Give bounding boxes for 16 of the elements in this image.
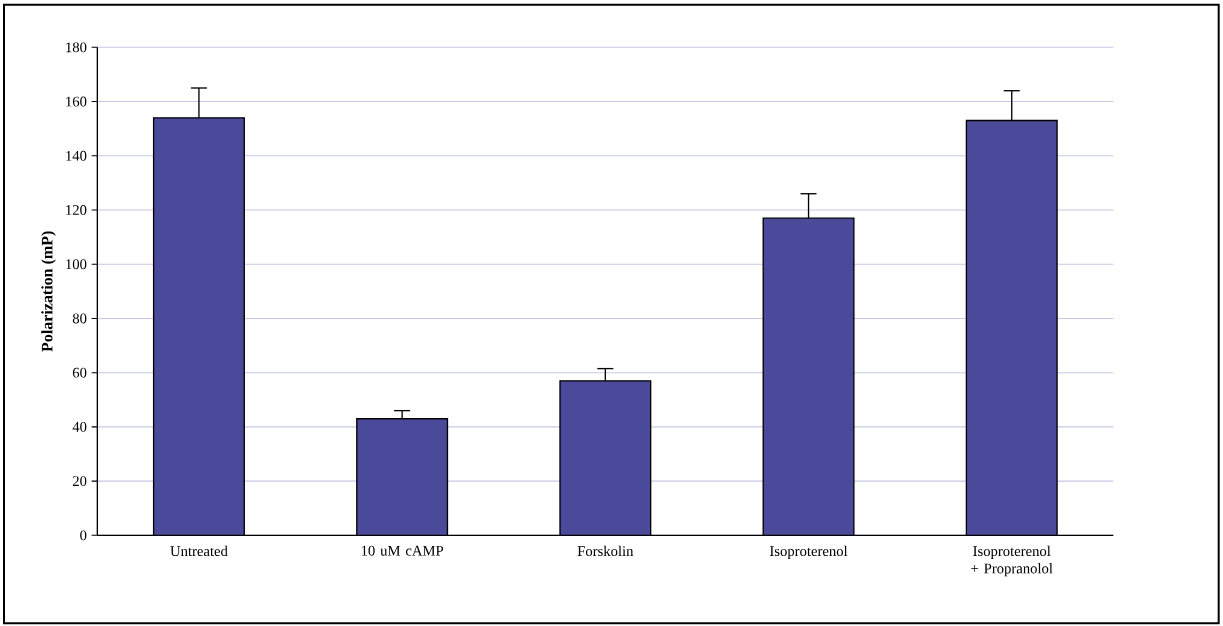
- y-tick-label: 0: [80, 530, 87, 541]
- x-tick-label: 10 uM cAMP: [361, 545, 444, 556]
- y-tick-label: 120: [66, 205, 87, 215]
- x-tick-label: Untreated: [170, 545, 228, 557]
- x-tick-label: Isoproterenol + Propranolol: [971, 545, 1053, 577]
- y-tick-label: 160: [66, 96, 87, 107]
- x-tick-label: Forskolin: [577, 545, 634, 557]
- y-axis-title: Polarization (mP): [41, 231, 56, 352]
- y-tick-label: 60: [72, 367, 87, 378]
- x-tick-label: Isoproterenol: [769, 545, 848, 560]
- y-tick-label: 140: [66, 150, 87, 161]
- y-tick-label: 40: [72, 421, 87, 432]
- y-tick-label: 100: [66, 259, 87, 270]
- y-tick-label: 180: [66, 42, 87, 53]
- y-tick-label: 80: [72, 313, 87, 324]
- y-tick-label: 20: [72, 476, 87, 487]
